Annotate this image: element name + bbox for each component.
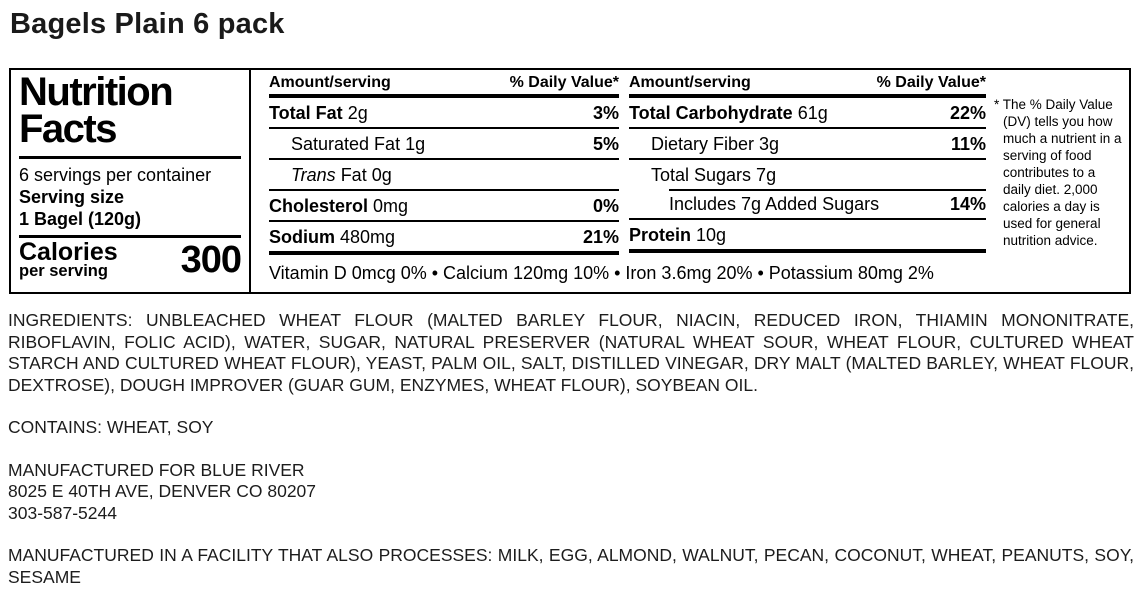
row-daily-value: 22% xyxy=(949,103,986,123)
amount-serving-header: Amount/serving xyxy=(269,74,391,91)
calories-label-group: Calories per serving xyxy=(19,238,118,280)
label-body-copy: INGREDIENTS: UNBLEACHED WHEAT FLOUR (MAL… xyxy=(8,310,1134,588)
nutrition-facts-panel: Nutrition Facts 6 servings per container… xyxy=(9,68,1131,294)
divider-rule xyxy=(19,235,241,238)
manufacturer-address: 8025 E 40TH AVE, DENVER CO 80207 xyxy=(8,481,317,501)
column-header: Amount/serving % Daily Value* xyxy=(269,72,619,98)
row-dietary-fiber: Dietary Fiber 3g 11% xyxy=(629,129,986,160)
nutrition-facts-title-line2: Facts xyxy=(19,107,118,151)
calories-sublabel: per serving xyxy=(19,262,108,280)
calories-row: Calories per serving 300 xyxy=(19,238,242,281)
row-label: Total Carbohydrate 61g xyxy=(629,103,828,123)
nutrition-facts-title-line1: Nutrition xyxy=(19,70,174,114)
nutrition-facts-title: Nutrition Facts xyxy=(19,70,241,151)
servings-per-container: 6 servings per container xyxy=(19,165,212,185)
row-label: Protein 10g xyxy=(629,225,727,245)
row-protein: Protein 10g xyxy=(629,220,986,253)
nutrition-facts-left-column: Nutrition Facts 6 servings per container… xyxy=(11,70,251,292)
manufacturer-name: MANUFACTURED FOR BLUE RIVER xyxy=(8,459,305,480)
row-total-carbohydrate: Total Carbohydrate 61g 22% xyxy=(629,98,986,129)
daily-value-header: % Daily Value* xyxy=(876,74,986,91)
daily-value-header: % Daily Value* xyxy=(509,74,619,91)
row-label: Saturated Fat 1g xyxy=(291,134,426,154)
amount-serving-header: Amount/serving xyxy=(629,74,751,91)
row-total-fat: Total Fat 2g 3% xyxy=(269,98,619,129)
page-title: Bagels Plain 6 pack xyxy=(10,8,285,40)
serving-size-value: 1 Bagel (120g) xyxy=(19,209,142,229)
calories-label: Calories xyxy=(19,238,118,266)
column-header: Amount/serving % Daily Value* xyxy=(629,72,986,98)
row-label: Includes 7g Added Sugars xyxy=(669,194,880,214)
ingredients-text: INGREDIENTS: UNBLEACHED WHEAT FLOUR (MAL… xyxy=(8,310,1134,395)
row-label: Cholesterol 0mg xyxy=(269,196,409,216)
daily-value-footnote-column: * The % Daily Value (DV) tells you how m… xyxy=(986,70,1129,292)
row-trans-fat: Trans Fat 0g xyxy=(269,160,619,191)
manufacturer-address-block: MANUFACTURED FOR BLUE RIVER 8025 E 40TH … xyxy=(8,460,1134,525)
row-cholesterol: Cholesterol 0mg 0% xyxy=(269,191,619,222)
row-saturated-fat: Saturated Fat 1g 5% xyxy=(269,129,619,160)
facility-text: MANUFACTURED IN A FACILITY THAT ALSO PRO… xyxy=(8,545,1134,587)
row-label: Total Sugars 7g xyxy=(651,165,777,185)
row-sodium: Sodium 480mg 21% xyxy=(269,222,619,255)
row-daily-value: 14% xyxy=(949,194,986,214)
row-added-sugars: Includes 7g Added Sugars 14% xyxy=(629,189,986,220)
nutrient-column-carb-protein: Amount/serving % Daily Value* Total Carb… xyxy=(629,72,986,255)
row-daily-value: 11% xyxy=(950,134,986,154)
manufacturer-phone: 303-587-5244 xyxy=(8,502,117,523)
row-daily-value: 3% xyxy=(592,103,619,123)
row-daily-value: 0% xyxy=(592,196,619,216)
row-label: Dietary Fiber 3g xyxy=(651,134,780,154)
nutrient-columns: Amount/serving % Daily Value* Total Fat … xyxy=(251,70,986,292)
row-label: Trans Fat 0g xyxy=(291,165,392,185)
contains-text: CONTAINS: WHEAT, SOY xyxy=(8,417,214,437)
nutrient-column-fat-sodium: Amount/serving % Daily Value* Total Fat … xyxy=(269,72,619,255)
row-total-sugars: Total Sugars 7g xyxy=(629,160,986,189)
row-label: Total Fat 2g xyxy=(269,103,368,123)
serving-size-label: Serving size xyxy=(19,187,125,207)
nutrient-columns-row: Amount/serving % Daily Value* Total Fat … xyxy=(269,72,986,255)
divider-rule xyxy=(19,156,241,159)
micronutrients-line: Vitamin D 0mcg 0% • Calcium 120mg 10% • … xyxy=(269,263,934,283)
row-daily-value: 5% xyxy=(592,134,619,154)
daily-value-footnote: * The % Daily Value (DV) tells you how m… xyxy=(994,97,1122,248)
row-label: Sodium 480mg xyxy=(269,227,396,247)
row-daily-value: 21% xyxy=(582,227,619,247)
calories-value: 300 xyxy=(180,239,242,281)
